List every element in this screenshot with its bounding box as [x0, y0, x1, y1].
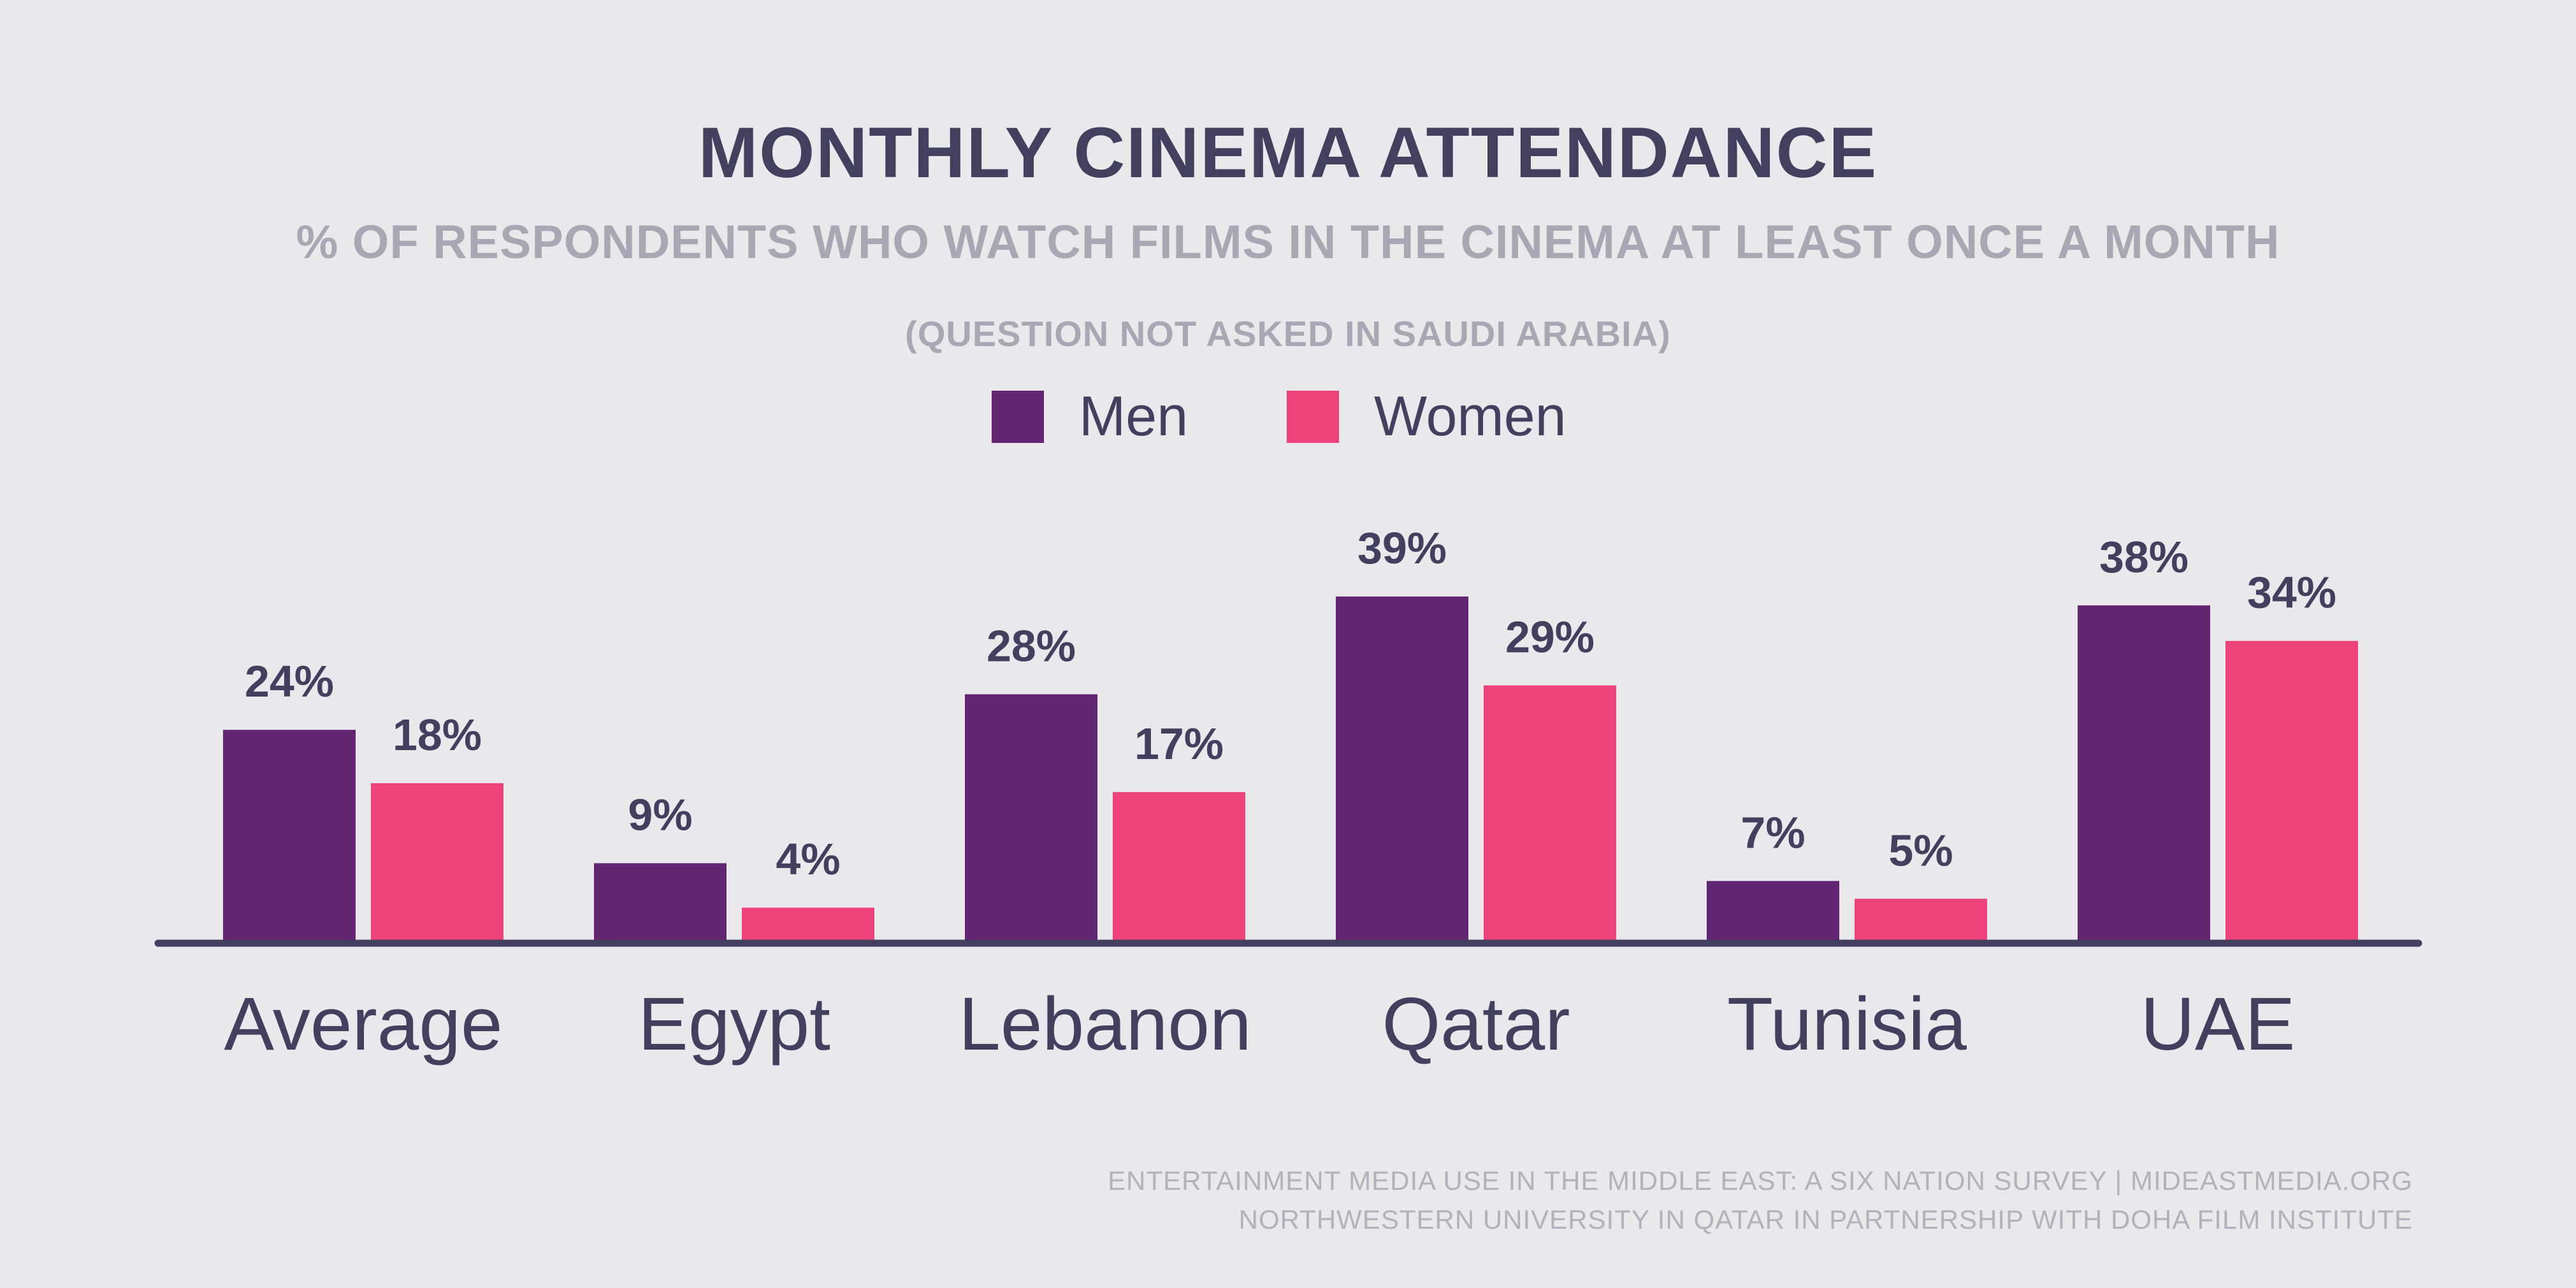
source-line-1: ENTERTAINMENT MEDIA USE IN THE MIDDLE EA…: [1108, 1166, 2413, 1196]
value-label-women-average: 18%: [393, 710, 482, 760]
value-label-men-average: 24%: [245, 656, 334, 706]
value-label-men-uae: 38%: [2099, 532, 2189, 582]
bar-men-uae: [2078, 605, 2210, 943]
legend-label-men: Men: [1079, 384, 1188, 447]
category-labels-layer: Average Egypt Lebanon Qatar Tunisia UAE: [224, 982, 2295, 1066]
value-label-women-qatar: 29%: [1505, 612, 1595, 662]
category-label-average: Average: [224, 982, 502, 1066]
bar-women-tunisia: [1855, 899, 1987, 943]
chart-subtitle: % OF RESPONDENTS WHO WATCH FILMS IN THE …: [296, 215, 2280, 268]
chart-note: (QUESTION NOT ASKED IN SAUDI ARABIA): [905, 314, 1671, 354]
bar-women-egypt: [742, 908, 874, 943]
legend-label-women: Women: [1374, 384, 1567, 447]
bars-layer: [223, 596, 2358, 943]
value-label-women-tunisia: 5%: [1888, 825, 1953, 875]
value-label-men-qatar: 39%: [1357, 523, 1447, 573]
legend: Men Women: [992, 384, 1567, 447]
value-label-men-lebanon: 28%: [987, 621, 1076, 670]
legend-swatch-women: [1287, 391, 1339, 443]
value-label-men-egypt: 9%: [628, 790, 692, 839]
chart-title: MONTHLY CINEMA ATTENDANCE: [698, 113, 1878, 192]
bar-men-qatar: [1336, 596, 1468, 943]
category-label-egypt: Egypt: [638, 982, 830, 1066]
value-label-women-uae: 34%: [2247, 568, 2336, 618]
source-line-2: NORTHWESTERN UNIVERSITY IN QATAR IN PART…: [1239, 1205, 2413, 1234]
bar-men-tunisia: [1707, 881, 1839, 943]
bar-women-average: [371, 783, 503, 943]
category-label-lebanon: Lebanon: [959, 982, 1251, 1066]
bar-men-lebanon: [965, 694, 1097, 943]
bar-men-average: [223, 730, 356, 943]
value-labels-layer: 24% 18% 9% 4% 28% 17% 39% 29% 7% 5% 38% 34%: [245, 523, 2336, 884]
bar-men-egypt: [594, 863, 727, 943]
value-label-men-tunisia: 7%: [1740, 807, 1805, 857]
value-label-women-lebanon: 17%: [1134, 719, 1224, 769]
category-label-uae: UAE: [2141, 982, 2296, 1066]
value-label-women-egypt: 4%: [776, 834, 840, 884]
category-label-qatar: Qatar: [1382, 982, 1570, 1066]
bar-women-uae: [2225, 640, 2358, 943]
category-label-tunisia: Tunisia: [1727, 982, 1967, 1066]
bar-women-qatar: [1484, 685, 1616, 943]
bar-women-lebanon: [1113, 792, 1245, 943]
legend-swatch-men: [992, 391, 1044, 443]
